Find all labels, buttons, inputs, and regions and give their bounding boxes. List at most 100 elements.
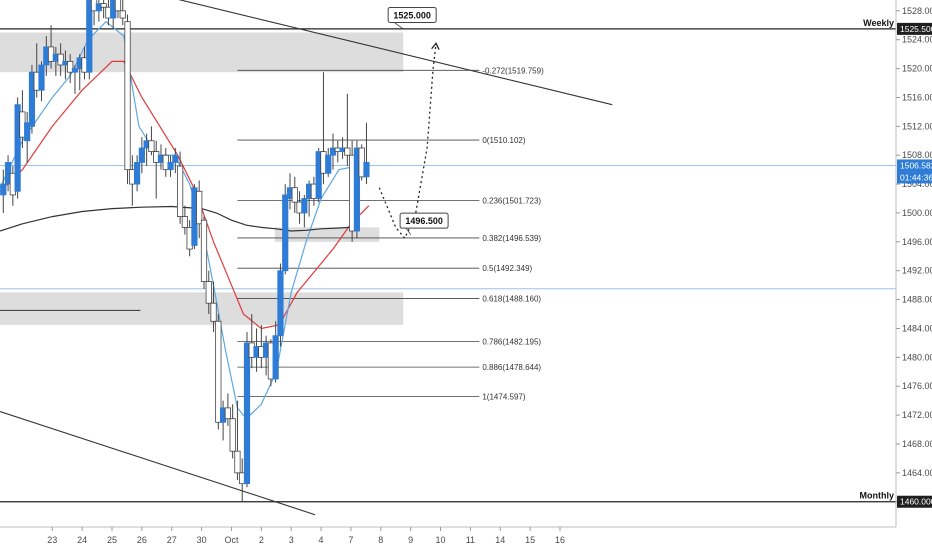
y-axis-bg <box>896 0 932 550</box>
x-tick-label-2: 25 <box>107 535 117 545</box>
y-tick-label-11: 1504.000 <box>902 179 932 189</box>
x-tick-label-8: 3 <box>289 535 294 545</box>
x-tick-label-16: 15 <box>525 535 535 545</box>
candle-body <box>172 154 179 163</box>
countdown-label: 01:44:36 <box>900 172 932 182</box>
candle-49 <box>234 400 241 481</box>
y-tick-label-5: 1480.000 <box>902 352 932 362</box>
candle-body <box>124 21 131 171</box>
y-tick-label-7: 1488.000 <box>902 295 932 305</box>
candle-body <box>301 198 308 214</box>
y-tick-label-12: 1508.000 <box>902 150 932 160</box>
callout-label-0: 1525.000 <box>393 10 431 20</box>
candle-35 <box>167 155 174 177</box>
projection-arrow <box>431 42 440 50</box>
candle-body <box>344 147 351 156</box>
candles-layer <box>0 0 370 502</box>
candle-body <box>67 60 74 73</box>
candle-61 <box>291 176 298 213</box>
candle-6 <box>28 64 36 134</box>
candle-51 <box>243 332 251 488</box>
candle-44 <box>210 281 217 333</box>
y-tick-label-4: 1476.000 <box>902 381 932 391</box>
callout-box-0 <box>387 6 437 23</box>
candle-body <box>215 320 222 423</box>
candle-59 <box>282 184 289 275</box>
x-tick-label-14: 11 <box>466 535 475 545</box>
x-axis-bg <box>0 527 932 550</box>
candle-26 <box>124 14 131 185</box>
candle-29 <box>138 137 145 174</box>
fib-label-5: 0.618(1488.160) <box>482 294 541 303</box>
callout-label-1: 1496.500 <box>405 216 443 226</box>
x-tick-label-5: 30 <box>197 535 207 545</box>
candle-body <box>315 151 322 199</box>
fib-label-7: 0.886(1478.644) <box>482 363 541 372</box>
x-tick-label-0: 23 <box>47 535 57 545</box>
fib-label-1: 0(1510.102) <box>482 136 525 145</box>
candle-body <box>14 104 21 192</box>
candle-36 <box>172 147 179 174</box>
candle-body <box>363 162 370 178</box>
trendline-1 <box>0 410 316 516</box>
candle-body <box>100 3 107 8</box>
candle-body <box>167 162 174 171</box>
level-price-tag-1 <box>897 495 932 508</box>
candle-body <box>148 140 155 153</box>
candle-body <box>133 162 141 185</box>
candle-body <box>0 183 7 196</box>
callout-box-1 <box>399 212 449 229</box>
y-tick-label-10: 1500.000 <box>902 208 932 218</box>
level-price-label-1: 1460.000 <box>900 497 932 507</box>
candle-28 <box>133 155 141 192</box>
projection-layer: 1525.000 1496.500 <box>378 6 449 240</box>
candle-body <box>234 450 241 474</box>
moving-average-1 <box>0 20 369 420</box>
level-label-0: Weekly <box>863 18 894 28</box>
candle-24 <box>114 0 122 19</box>
candle-body <box>176 165 184 217</box>
candle-body <box>210 302 217 322</box>
level-label-1: Monthly <box>860 491 895 501</box>
candle-72 <box>344 93 351 167</box>
candle-body <box>114 0 122 12</box>
callout-pointer-1 <box>405 227 411 235</box>
candle-body <box>28 71 36 127</box>
candle-42 <box>200 216 208 289</box>
candle-body <box>205 281 212 304</box>
x-tick-label-7: 2 <box>259 535 264 545</box>
candle-body <box>138 147 145 163</box>
candle-47 <box>224 393 231 426</box>
candle-body <box>200 219 208 282</box>
zone-1 <box>0 292 404 325</box>
x-tick-label-3: 26 <box>137 535 147 545</box>
candle-body <box>277 270 284 337</box>
y-tick-label-6: 1484.000 <box>902 323 932 333</box>
x-tick-label-15: 14 <box>495 535 505 545</box>
levels-layer <box>0 0 896 516</box>
candle-58 <box>277 263 284 347</box>
x-tick-label-10: 7 <box>348 535 353 545</box>
x-tick-label-11: 8 <box>378 535 383 545</box>
candle-5 <box>24 111 31 163</box>
x-tick-label-1: 24 <box>77 535 87 545</box>
candle-body <box>196 190 203 225</box>
candle-body <box>229 418 236 452</box>
candle-body <box>224 407 231 420</box>
candle-body <box>71 68 79 73</box>
current-price-tag <box>897 159 932 184</box>
candle-body <box>282 194 289 272</box>
candle-38 <box>181 205 188 235</box>
level-price-tag-0 <box>897 22 932 35</box>
candle-37 <box>176 151 184 224</box>
y-tick-label-14: 1516.000 <box>902 92 932 102</box>
fib-label-2: 0.236(1501.723) <box>482 197 541 206</box>
x-tick-label-17: 16 <box>555 535 565 545</box>
candle-25 <box>119 0 126 26</box>
y-tick-label-1: 1464.000 <box>902 468 932 478</box>
candle-body <box>38 64 45 91</box>
fib-label-6: 0.786(1482.195) <box>482 338 541 347</box>
candle-body <box>272 335 279 380</box>
